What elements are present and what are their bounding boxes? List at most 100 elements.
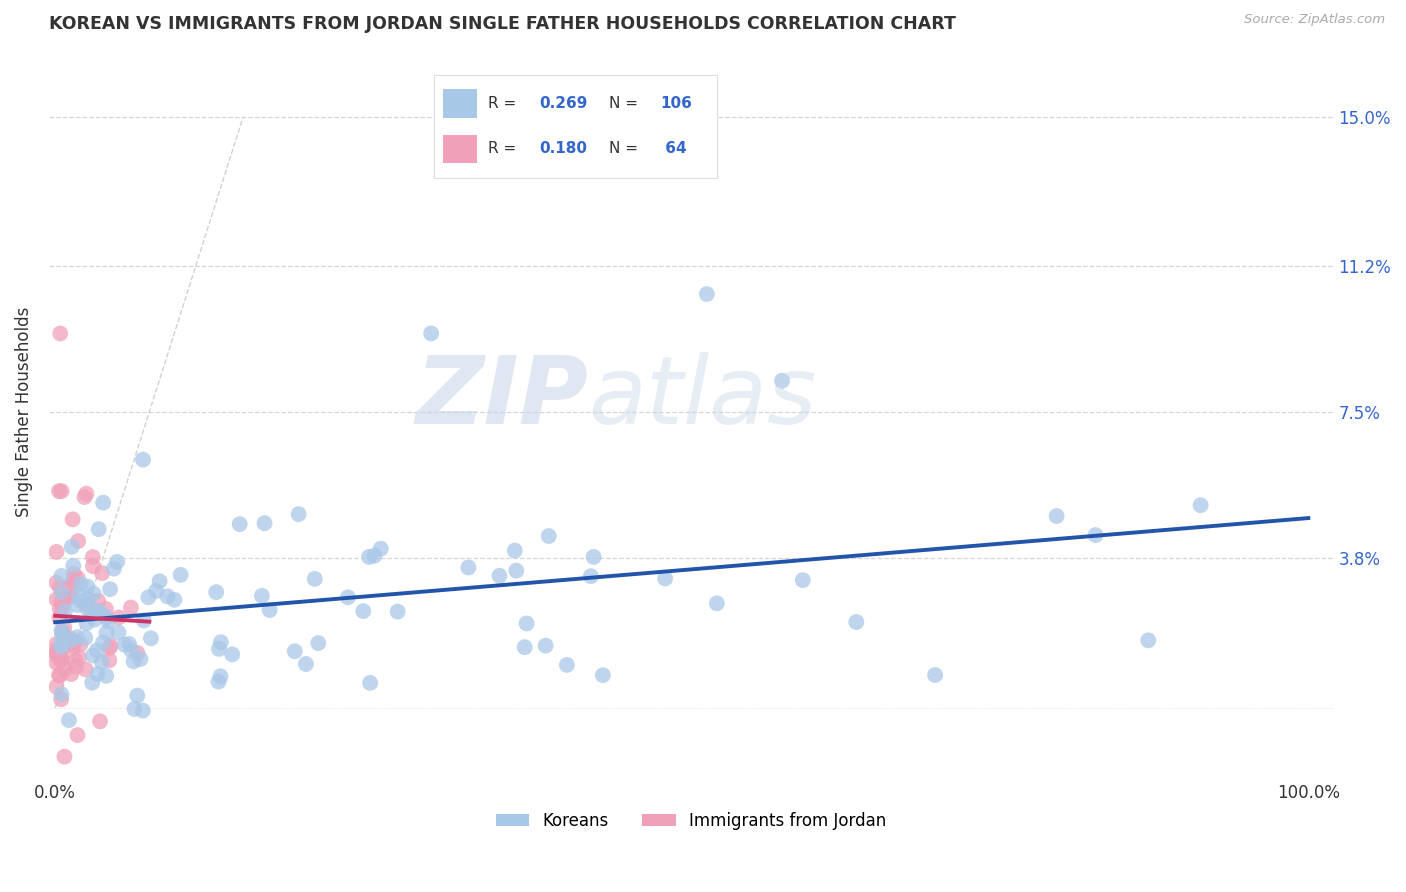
- Text: KOREAN VS IMMIGRANTS FROM JORDAN SINGLE FATHER HOUSEHOLDS CORRELATION CHART: KOREAN VS IMMIGRANTS FROM JORDAN SINGLE …: [49, 15, 956, 33]
- Point: [503, 543, 526, 558]
- Point: [51, 624, 73, 638]
- Point: [82, 675, 104, 690]
- Point: [98, 640, 121, 655]
- Point: [253, 516, 276, 531]
- Point: [66, 630, 89, 644]
- Point: [259, 603, 281, 617]
- Point: [845, 615, 868, 629]
- Point: [488, 568, 510, 582]
- Point: [69, 576, 91, 591]
- Point: [94, 602, 117, 616]
- Point: [62, 573, 84, 587]
- Point: [65, 660, 87, 674]
- Point: [84, 613, 107, 627]
- Point: [80, 607, 103, 622]
- Point: [76, 616, 98, 631]
- Point: [60, 582, 83, 597]
- Point: [62, 512, 84, 526]
- Point: [45, 643, 67, 657]
- Point: [45, 575, 67, 590]
- Text: ZIP: ZIP: [416, 351, 589, 443]
- Point: [696, 287, 718, 301]
- Point: [537, 529, 560, 543]
- Point: [228, 517, 250, 532]
- Point: [284, 644, 307, 658]
- Point: [163, 592, 186, 607]
- Point: [420, 326, 443, 341]
- Legend: Koreans, Immigrants from Jordan: Koreans, Immigrants from Jordan: [489, 805, 893, 837]
- Point: [209, 635, 232, 649]
- Point: [48, 601, 70, 615]
- Point: [457, 560, 479, 574]
- Point: [132, 704, 155, 718]
- Point: [132, 614, 155, 628]
- Point: [53, 604, 76, 618]
- Point: [87, 522, 110, 536]
- Point: [76, 601, 98, 615]
- Point: [51, 627, 73, 641]
- Point: [221, 648, 243, 662]
- Point: [76, 580, 98, 594]
- Point: [53, 621, 76, 635]
- Point: [138, 591, 160, 605]
- Point: [63, 634, 86, 648]
- Point: [75, 662, 97, 676]
- Point: [45, 648, 67, 662]
- Point: [169, 567, 191, 582]
- Point: [118, 637, 141, 651]
- Point: [67, 650, 90, 665]
- Point: [516, 616, 538, 631]
- Point: [792, 573, 814, 587]
- Point: [66, 571, 89, 585]
- Point: [91, 566, 114, 581]
- Point: [363, 549, 385, 563]
- Point: [129, 652, 152, 666]
- Point: [75, 597, 97, 611]
- Point: [96, 625, 118, 640]
- Point: [45, 545, 67, 559]
- Point: [336, 591, 359, 605]
- Point: [51, 585, 73, 599]
- Point: [48, 648, 70, 663]
- Point: [51, 637, 73, 651]
- Point: [82, 648, 104, 663]
- Point: [86, 604, 108, 618]
- Text: atlas: atlas: [589, 352, 817, 443]
- Point: [105, 555, 128, 569]
- Point: [96, 669, 118, 683]
- Point: [654, 572, 676, 586]
- Point: [63, 653, 86, 667]
- Point: [45, 637, 67, 651]
- Point: [124, 702, 146, 716]
- Point: [51, 569, 73, 583]
- Point: [91, 636, 114, 650]
- Point: [145, 584, 167, 599]
- Point: [51, 687, 73, 701]
- Point: [82, 559, 104, 574]
- Point: [148, 574, 170, 589]
- Point: [49, 668, 72, 682]
- Point: [592, 668, 614, 682]
- Point: [156, 590, 179, 604]
- Point: [357, 549, 380, 564]
- Point: [770, 374, 793, 388]
- Point: [45, 647, 67, 661]
- Point: [49, 692, 72, 706]
- Point: [295, 657, 318, 671]
- Point: [55, 592, 77, 607]
- Point: [48, 668, 70, 682]
- Point: [45, 680, 67, 694]
- Point: [103, 561, 125, 575]
- Point: [132, 452, 155, 467]
- Point: [209, 669, 232, 683]
- Point: [582, 549, 605, 564]
- Point: [53, 749, 76, 764]
- Point: [73, 490, 96, 504]
- Point: [48, 611, 70, 625]
- Point: [534, 639, 557, 653]
- Point: [359, 676, 381, 690]
- Point: [89, 605, 111, 619]
- Point: [51, 652, 73, 666]
- Point: [48, 580, 70, 594]
- Point: [58, 713, 80, 727]
